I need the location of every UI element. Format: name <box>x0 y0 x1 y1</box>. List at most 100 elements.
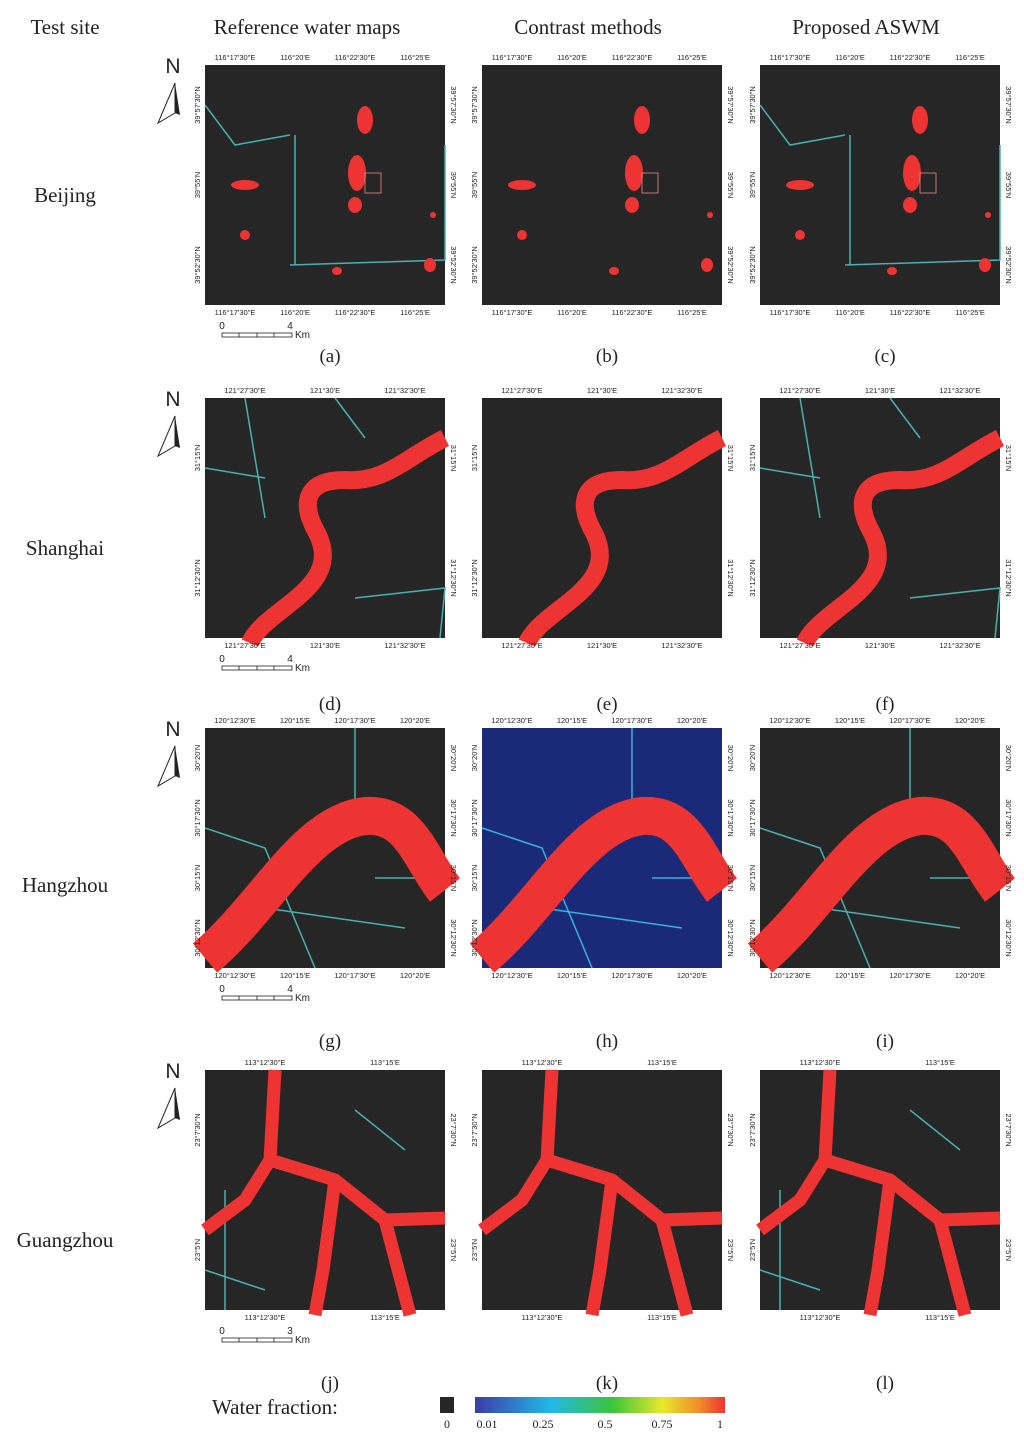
north-label: N <box>165 55 180 78</box>
column-header: Proposed ASWM <box>792 15 940 39</box>
latitude-label: 30°12'30"N <box>748 919 757 957</box>
latitude-label: 30°20'N <box>726 745 735 772</box>
longitude-label: 116°17'30"E <box>215 308 256 317</box>
outline <box>364 172 382 194</box>
panel-label: (l) <box>876 1373 894 1394</box>
water-body <box>240 230 250 240</box>
longitude-label: 120°12'30"E <box>214 971 255 980</box>
latitude-label: 23°7'30"N <box>470 1113 479 1146</box>
river <box>655 1218 694 1317</box>
longitude-label: 116°20'E <box>557 53 587 62</box>
longitude-label: 121°32'30"E <box>384 641 425 650</box>
latitude-label: 23°5'N <box>748 1239 757 1261</box>
latitude-label: 30°17'30"N <box>1004 799 1013 837</box>
water-body <box>517 230 527 240</box>
latitude-label: 30°20'N <box>449 745 458 772</box>
longitude-label: 120°20'E <box>400 971 430 980</box>
latitude-label: 30°17'30"N <box>726 799 735 837</box>
longitude-label: 120°15'E <box>835 716 865 725</box>
water-body <box>912 106 928 134</box>
map-panel <box>756 1069 1001 1317</box>
panel-label: (k) <box>596 1373 618 1394</box>
north-arrow-fill <box>175 1088 180 1120</box>
latitude-label: 39°52'30"N <box>470 246 479 284</box>
latitude-label: 30°20'N <box>1004 745 1013 772</box>
north-arrow-fill <box>175 746 180 778</box>
latitude-label: 39°55'N <box>748 172 757 199</box>
longitude-label: 120°17'30"E <box>889 971 930 980</box>
latitude-label: 31°15'N <box>748 445 757 472</box>
latitude-label: 30°17'30"N <box>470 799 479 837</box>
longitude-label: 121°30'E <box>865 386 895 395</box>
longitude-label: 116°20'E <box>280 53 310 62</box>
longitude-label: 120°15'E <box>557 716 587 725</box>
longitude-label: 121°32'30"E <box>384 386 425 395</box>
latitude-label: 39°57'30"N <box>449 86 458 124</box>
latitude-label: 30°15'N <box>726 865 735 892</box>
map-background <box>760 398 1000 638</box>
longitude-label: 121°30'E <box>587 386 617 395</box>
legend-label: 0.75 <box>652 1417 673 1431</box>
longitude-label: 113°12'30"E <box>522 1058 563 1067</box>
latitude-label: 23°7'30"N <box>193 1113 202 1146</box>
latitude-label: 39°52'30"N <box>193 246 202 284</box>
longitude-label: 121°27'30"E <box>501 641 542 650</box>
scale-unit: Km <box>295 330 310 341</box>
latitude-label: 31°15'N <box>726 445 735 472</box>
longitude-label: 121°27'30"E <box>224 386 265 395</box>
longitude-label: 121°27'30"E <box>224 641 265 650</box>
longitude-label: 121°32'30"E <box>661 641 702 650</box>
latitude-label: 39°55'N <box>449 172 458 199</box>
longitude-label: 121°30'E <box>310 641 340 650</box>
longitude-label: 113°12'30"E <box>245 1313 286 1322</box>
latitude-label: 31°12'30"N <box>748 559 757 597</box>
panel-label: (e) <box>596 694 617 715</box>
longitude-label: 116°20'E <box>557 308 587 317</box>
outline <box>919 172 937 194</box>
longitude-label: 120°12'30"E <box>491 716 532 725</box>
longitude-label: 116°20'E <box>280 308 310 317</box>
latitude-label: 39°52'30"N <box>449 246 458 284</box>
scale-zero: 0 <box>219 321 225 332</box>
river <box>747 796 1016 973</box>
latitude-label: 30°15'N <box>470 865 479 892</box>
river <box>796 429 1005 648</box>
latitude-label: 23°5'N <box>449 1239 458 1261</box>
map-panel <box>469 728 738 973</box>
latitude-label: 23°7'30"N <box>449 1113 458 1146</box>
longitude-label: 116°17'30"E <box>770 308 811 317</box>
longitude-label: 116°25'E <box>677 53 707 62</box>
scale-distance: 4 <box>287 984 293 995</box>
channels <box>759 397 1001 639</box>
water-body <box>609 267 619 275</box>
panel-label: (j) <box>321 1373 339 1394</box>
scale-zero: 0 <box>219 984 225 995</box>
river <box>378 1218 417 1317</box>
longitude-label: 116°22'30"E <box>612 53 653 62</box>
water-body <box>348 155 366 191</box>
map-panel <box>759 397 1005 648</box>
north-label: N <box>165 1060 180 1083</box>
legend-title: Water fraction: <box>212 1395 338 1419</box>
latitude-label: 23°7'30"N <box>748 1113 757 1146</box>
latitude-label: 30°20'N <box>748 745 757 772</box>
legend-zero: 0 <box>444 1417 450 1431</box>
longitude-label: 116°17'30"E <box>215 53 256 62</box>
latitude-label: 23°5'N <box>726 1239 735 1261</box>
longitude-label: 121°30'E <box>587 641 617 650</box>
longitude-label: 120°20'E <box>955 971 985 980</box>
map-panel <box>747 728 1016 973</box>
longitude-label: 113°15'E <box>647 1058 677 1067</box>
longitude-label: 116°22'30"E <box>612 308 653 317</box>
channels <box>204 104 446 266</box>
scale-ticks <box>238 1338 275 1342</box>
latitude-label: 39°52'30"N <box>748 246 757 284</box>
north-label: N <box>165 388 180 411</box>
channels <box>759 104 1001 266</box>
river <box>268 1153 446 1227</box>
latitude-label: 30°15'N <box>449 865 458 892</box>
legend-label: 0.5 <box>598 1417 613 1431</box>
scale-unit: Km <box>295 1335 310 1346</box>
latitude-label: 23°5'N <box>1004 1239 1013 1261</box>
